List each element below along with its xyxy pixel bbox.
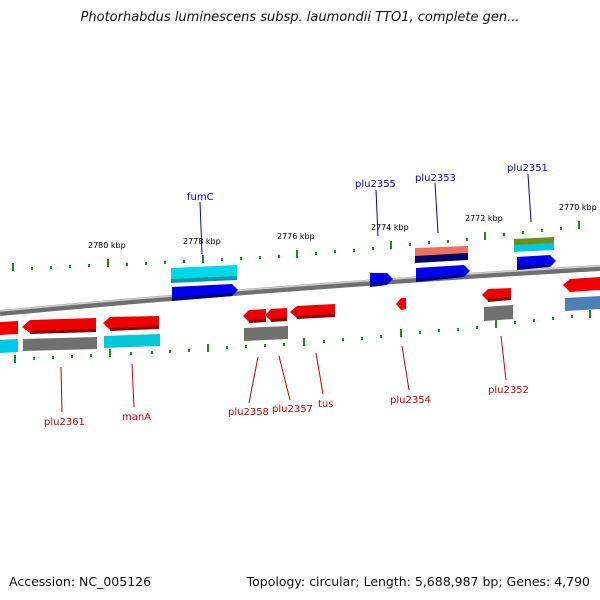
genome-backbone-highlight bbox=[0, 265, 600, 312]
gene-plu2353-arrow-shade bbox=[416, 274, 464, 282]
gene-manA-track bbox=[104, 334, 160, 348]
gene-edge-red-arrow bbox=[0, 321, 18, 335]
gene-manA[interactable]: manA bbox=[103, 316, 160, 423]
genome-stats-text: Topology: circular; Length: 5,688,987 bp… bbox=[246, 574, 590, 589]
gene-edge-steelblue-track bbox=[565, 296, 600, 311]
gene-plu2358-arrow-shade bbox=[249, 319, 266, 323]
gene-plu2357[interactable]: plu2357 bbox=[265, 308, 313, 415]
upper-ruler bbox=[12, 221, 580, 271]
gene-plu2353-track-b bbox=[415, 253, 468, 263]
gene-plu2358-arrow bbox=[243, 309, 266, 322]
gene-plu2353[interactable]: plu2353 bbox=[415, 173, 470, 282]
gene-plu2352[interactable]: plu2352 bbox=[482, 288, 529, 396]
gene-plu2361-arrow bbox=[22, 318, 96, 333]
gene-label: tus bbox=[318, 399, 333, 410]
gene-plu2361-track bbox=[23, 337, 97, 351]
gene-label: fumC bbox=[187, 192, 214, 203]
forward-genes: fumC plu2355 plu2353 bbox=[171, 163, 600, 311]
gene-label: plu2361 bbox=[44, 417, 85, 428]
gene-plu2351-arrow-shade bbox=[517, 264, 550, 270]
gene-plu2357-arrow bbox=[265, 308, 287, 321]
gene-edge-cyan-track bbox=[0, 339, 18, 353]
kbp-label: 2776 kbp bbox=[277, 232, 315, 241]
gene-label: plu2357 bbox=[272, 404, 313, 415]
gene-tus[interactable]: tus bbox=[290, 304, 335, 410]
gene-label: manA bbox=[122, 412, 151, 423]
genome-backbone bbox=[0, 265, 600, 316]
gene-fumC[interactable]: fumC bbox=[171, 192, 238, 301]
gene-plu2355-arrow-shade bbox=[370, 282, 387, 287]
map-title: Photorhabdus luminescens subsp. laumondi… bbox=[80, 10, 520, 25]
gene-tus-arrow-shade bbox=[297, 314, 335, 319]
gene-label: plu2353 bbox=[415, 173, 456, 184]
kbp-label: 2770 kbp bbox=[559, 203, 597, 212]
gene-plu2351[interactable]: plu2351 bbox=[507, 163, 556, 270]
lower-ruler bbox=[14, 310, 591, 363]
gene-plu2352-track bbox=[484, 305, 513, 321]
accession-text: Accession: NC_005126 bbox=[9, 574, 152, 589]
gene-manA-arrow-shade bbox=[110, 326, 159, 331]
gene-label: plu2358 bbox=[228, 407, 269, 418]
gene-label: plu2352 bbox=[488, 385, 529, 396]
gene-plu2352-arrow-shade bbox=[488, 297, 511, 302]
gene-manA-arrow bbox=[103, 316, 159, 330]
gene-plu2361-arrow-shade bbox=[30, 329, 96, 334]
gene-plu2361[interactable]: plu2361 bbox=[22, 318, 97, 428]
gene-plu2355[interactable]: plu2355 bbox=[355, 179, 396, 287]
gene-fumC-track-shade bbox=[171, 276, 237, 283]
gene-tus-arrow bbox=[290, 304, 335, 318]
gene-plu2358[interactable]: plu2358 bbox=[228, 309, 288, 418]
gene-plu2354-arrow bbox=[396, 298, 406, 310]
gene-label: plu2351 bbox=[507, 163, 548, 174]
gene-fumC-arrow-shade bbox=[172, 293, 232, 301]
gene-plu2358-track bbox=[244, 326, 288, 341]
gene-plu2351-track-b bbox=[514, 243, 554, 252]
reverse-genes: plu2361 manA plu2358 bbox=[0, 277, 600, 428]
gene-edge-red-arrow-right bbox=[563, 277, 600, 292]
kbp-label: 2780 kbp bbox=[88, 241, 126, 250]
gene-plu2354[interactable]: plu2354 bbox=[390, 298, 431, 406]
gene-plu2357-arrow-shade bbox=[271, 318, 287, 322]
gene-label: plu2354 bbox=[390, 395, 431, 406]
gene-label: plu2355 bbox=[355, 179, 396, 190]
kbp-label: 2772 kbp bbox=[465, 214, 503, 223]
kbp-label: 2774 kbp bbox=[371, 223, 409, 232]
